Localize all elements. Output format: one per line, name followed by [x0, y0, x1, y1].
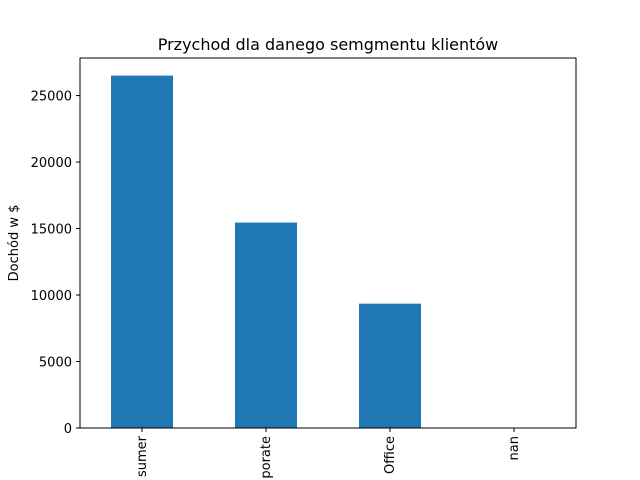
y-axis: 0 5000 10000 15000 20000 25000: [31, 90, 80, 437]
y-tick-label-5: 25000: [31, 90, 72, 105]
x-tick-label-2: Office: [383, 436, 398, 474]
x-tick-label-0: sumer: [135, 435, 150, 477]
x-axis: sumer porate Office nan: [135, 428, 522, 479]
x-tick-label-1: porate: [259, 436, 274, 479]
y-tick-label-2: 10000: [31, 289, 72, 304]
chart-title: Przychod dla danego semgmentu klientów: [158, 35, 499, 54]
y-tick-label-1: 5000: [39, 356, 72, 371]
y-tick-label-3: 15000: [31, 223, 72, 238]
x-tick-label-3: nan: [507, 436, 522, 460]
y-tick-label-0: 0: [64, 422, 72, 437]
y-tick-label-4: 20000: [31, 156, 72, 171]
bar-0: [111, 75, 173, 428]
bar-2: [359, 303, 421, 428]
bars-group: [111, 75, 421, 428]
plot-frame: [79, 57, 577, 429]
y-axis-label: Dochód w $: [7, 205, 22, 282]
bar-1: [235, 222, 297, 428]
